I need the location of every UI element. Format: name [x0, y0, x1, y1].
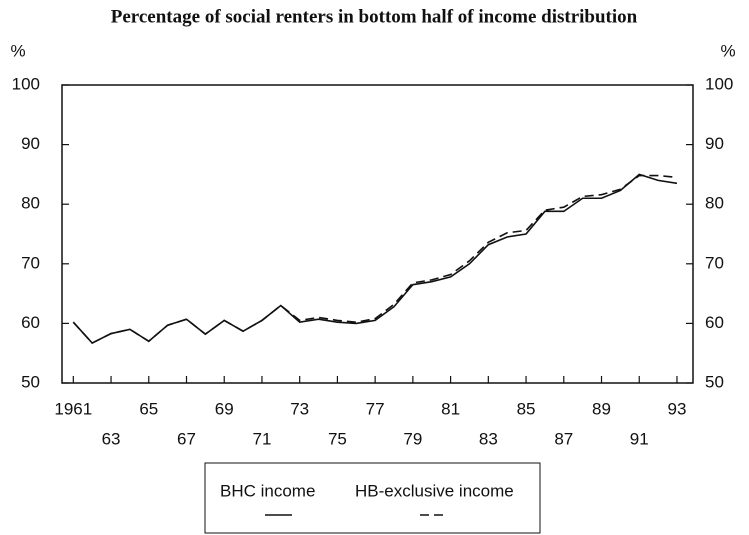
- x-tick-label: 91: [630, 429, 649, 448]
- x-tick-label: 79: [403, 429, 422, 448]
- y-tick-label: 50: [21, 372, 40, 391]
- y2-tick-label: 90: [705, 134, 724, 153]
- series-line: [72, 174, 678, 345]
- x-tick-label: 87: [554, 429, 573, 448]
- x-tick-label: 63: [102, 429, 121, 448]
- x-tick-label: 89: [592, 399, 611, 418]
- plot-frame: [61, 84, 694, 384]
- x-tick-label: 75: [328, 429, 347, 448]
- x-tick-label: 81: [441, 399, 460, 418]
- x-tick-label: 67: [177, 429, 196, 448]
- x-tick-label: 77: [366, 399, 385, 418]
- y-tick-label: 60: [21, 313, 40, 332]
- legend-box: [204, 462, 541, 534]
- x-tick-label: 73: [290, 399, 309, 418]
- y-tick-label: 70: [21, 253, 40, 272]
- x-tick-label: 85: [517, 399, 536, 418]
- y2-axis-label: %: [720, 41, 735, 60]
- legend-label: BHC income: [220, 481, 315, 500]
- y-axis-label: %: [10, 41, 25, 60]
- series-line: [72, 173, 678, 345]
- y2-tick-label: 100: [705, 74, 733, 93]
- x-tick-label: 71: [252, 429, 271, 448]
- y2-tick-label: 60: [705, 313, 724, 332]
- y2-tick-label: 70: [705, 253, 724, 272]
- legend-label: HB-exclusive income: [355, 481, 514, 500]
- y-tick-label: 80: [21, 194, 40, 213]
- x-tick-label: 83: [479, 429, 498, 448]
- x-tick-label: 69: [215, 399, 234, 418]
- y2-tick-label: 80: [705, 194, 724, 213]
- y-tick-label: 90: [21, 134, 40, 153]
- x-tick-label: 65: [139, 399, 158, 418]
- x-tick-label: 1961: [54, 399, 92, 418]
- y-tick-label: 100: [12, 74, 40, 93]
- y2-tick-label: 50: [705, 372, 724, 391]
- chart-title: Percentage of social renters in bottom h…: [111, 6, 638, 27]
- x-tick-label: 93: [668, 399, 687, 418]
